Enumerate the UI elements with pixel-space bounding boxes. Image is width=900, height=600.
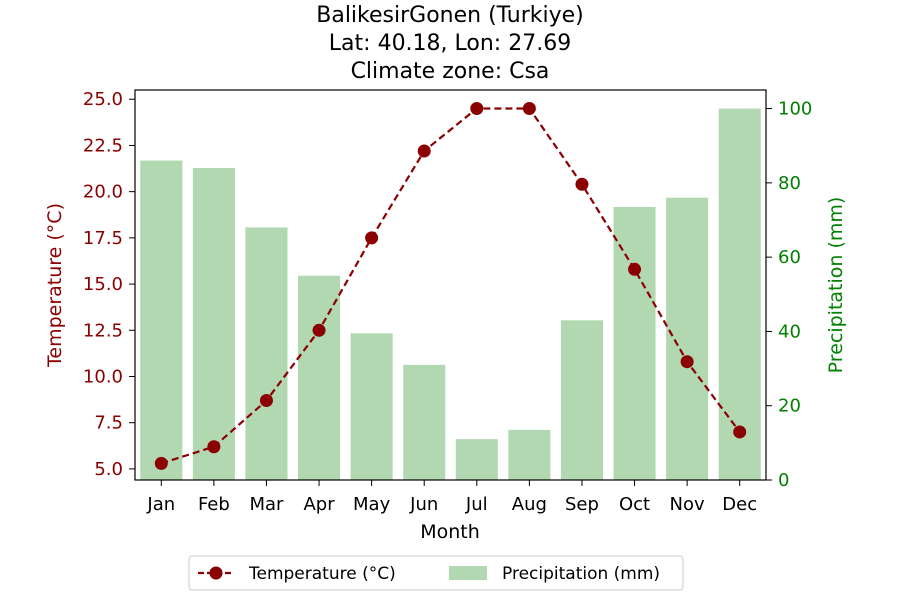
right-axis: 0 20 40 60 80 100 xyxy=(766,99,812,491)
precipitation-bar-nov xyxy=(666,198,708,480)
y-right-tick-label: 80 xyxy=(778,173,801,194)
temperature-point-oct xyxy=(628,263,641,276)
precipitation-bar-oct xyxy=(614,207,656,480)
y-right-tick-label: 0 xyxy=(778,470,789,491)
y-right-tick-label: 20 xyxy=(778,396,801,417)
x-tick-label-oct: Oct xyxy=(619,494,650,515)
temperature-point-jul xyxy=(470,102,483,115)
temperature-point-may xyxy=(365,231,378,244)
temperature-point-nov xyxy=(681,355,694,368)
x-tick-label-jul: Jul xyxy=(465,494,488,515)
precipitation-bar-jan xyxy=(140,161,182,480)
legend: Temperature (°C) Precipitation (mm) xyxy=(189,556,683,590)
x-tick-label-nov: Nov xyxy=(670,494,705,515)
x-tick-label-jun: Jun xyxy=(409,494,438,515)
y-left-tick-label: 25.0 xyxy=(83,89,123,110)
legend-temperature-marker xyxy=(210,567,223,580)
temperature-point-feb xyxy=(207,440,220,453)
temperature-point-dec xyxy=(733,425,746,438)
precipitation-bar-sep xyxy=(561,320,603,480)
precipitation-bar-aug xyxy=(508,430,550,480)
left-axis: 5.0 7.5 10.0 12.5 15.0 17.5 20.0 22.5 25.0 xyxy=(83,89,135,480)
y-left-tick-label: 20.0 xyxy=(83,182,123,203)
temperature-point-apr xyxy=(313,324,326,337)
x-tick-label-feb: Feb xyxy=(198,494,230,515)
y-right-tick-label: 60 xyxy=(778,247,801,268)
y-axis-left-title: Temperature (°C) xyxy=(44,203,66,368)
legend-temperature-label: Temperature (°C) xyxy=(248,564,396,584)
y-right-tick-label: 100 xyxy=(778,99,812,120)
precipitation-bar-feb xyxy=(193,168,235,480)
x-tick-label-aug: Aug xyxy=(512,494,547,515)
precipitation-bar-mar xyxy=(245,227,287,480)
y-left-tick-label: 10.0 xyxy=(83,366,123,387)
temperature-point-mar xyxy=(260,394,273,407)
x-tick-label-may: May xyxy=(353,494,391,515)
legend-precipitation-swatch xyxy=(449,566,487,580)
y-left-tick-label: 12.5 xyxy=(83,320,123,341)
precipitation-bar-apr xyxy=(298,276,340,480)
chart-title-line-2: Lat: 40.18, Lon: 27.69 xyxy=(329,31,571,56)
x-tick-label-dec: Dec xyxy=(722,494,757,515)
precipitation-bar-jun xyxy=(403,365,445,480)
temperature-point-jun xyxy=(418,144,431,157)
precipitation-bar-may xyxy=(351,333,393,480)
x-tick-label-sep: Sep xyxy=(565,494,599,515)
x-axis: Jan Feb Mar Apr May Jun Jul Aug Sep Oct Nov Dec xyxy=(146,480,757,515)
y-left-tick-label: 5.0 xyxy=(94,459,123,480)
temperature-point-jan xyxy=(155,457,168,470)
y-axis-right-title: Precipitation (mm) xyxy=(825,197,847,374)
temperature-point-sep xyxy=(575,178,588,191)
temperature-line-layer xyxy=(155,102,746,470)
y-left-tick-label: 15.0 xyxy=(83,274,123,295)
temperature-point-aug xyxy=(523,102,536,115)
x-tick-label-jan: Jan xyxy=(146,494,175,515)
x-tick-label-apr: Apr xyxy=(303,494,335,515)
y-left-tick-label: 7.5 xyxy=(94,413,123,434)
chart-title-line-1: BalikesirGonen (Turkiye) xyxy=(316,3,584,28)
y-left-tick-label: 22.5 xyxy=(83,135,123,156)
y-left-tick-label: 17.5 xyxy=(83,228,123,249)
x-axis-title: Month xyxy=(420,521,480,543)
precipitation-bar-dec xyxy=(719,109,761,480)
precipitation-bar-jul xyxy=(456,439,498,480)
precipitation-bars xyxy=(140,109,760,480)
chart-title-line-3: Climate zone: Csa xyxy=(351,59,550,84)
x-tick-label-mar: Mar xyxy=(249,494,284,515)
y-right-tick-label: 40 xyxy=(778,321,801,342)
legend-precipitation-label: Precipitation (mm) xyxy=(502,564,660,584)
